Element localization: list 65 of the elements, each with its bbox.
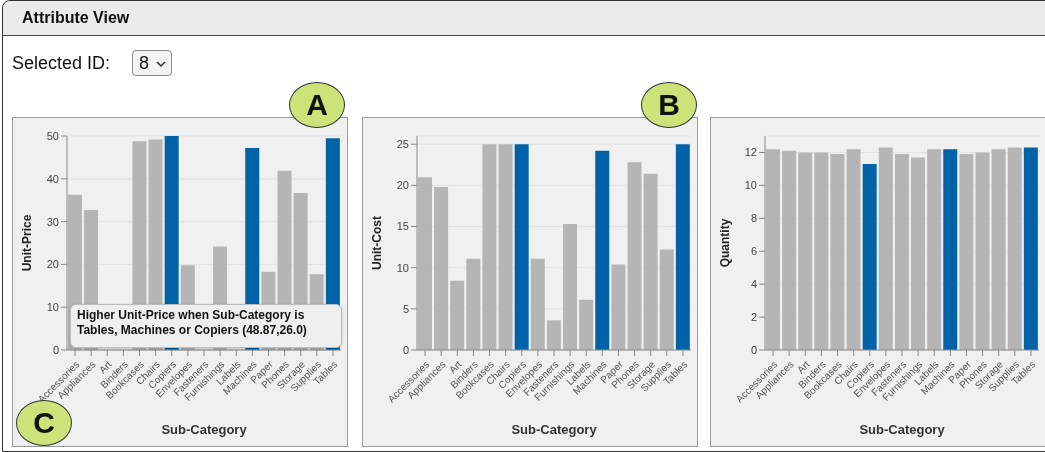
y-tick-label: 10 [396, 261, 409, 274]
bar [627, 162, 642, 350]
bar [563, 224, 578, 350]
bar [894, 154, 909, 350]
y-tick-label: 40 [46, 172, 59, 185]
bar [675, 144, 690, 350]
bar [927, 149, 942, 350]
x-axis-title: Sub-Category [161, 422, 248, 437]
bar [975, 152, 990, 350]
bar [765, 149, 780, 350]
bar [482, 144, 497, 350]
y-tick-label: 0 [750, 343, 757, 356]
x-axis-title: Sub-Category [511, 422, 598, 437]
circle-badge: A [289, 82, 345, 128]
y-axis-title: Quantity [718, 218, 733, 268]
bar [546, 320, 561, 350]
bar [466, 258, 481, 350]
y-tick-label: 0 [52, 343, 59, 356]
y-tick-label: 10 [744, 179, 757, 192]
bar [434, 187, 449, 350]
text: 8 [139, 53, 150, 74]
bar [1023, 147, 1038, 350]
bar [846, 149, 861, 350]
bar [959, 154, 974, 350]
tooltip-box: Higher Unit-Price when Sub-Category is Tables, Machines or Copiers (48.87,26.0) [70, 304, 342, 348]
bar [991, 149, 1006, 350]
y-tick-label: 50 [46, 129, 59, 142]
y-tick-label: 6 [750, 245, 757, 258]
y-tick-label: 5 [402, 302, 409, 315]
bar [862, 163, 877, 350]
y-tick-label: 2 [750, 310, 757, 323]
bar [595, 150, 610, 350]
y-tick-label: 20 [46, 258, 59, 271]
y-tick-label: 20 [396, 179, 409, 192]
bar [943, 149, 958, 350]
y-tick-label: 30 [46, 215, 59, 228]
bar [530, 258, 545, 350]
text: Attribute View [22, 9, 130, 27]
text: Selected ID: [12, 53, 111, 74]
y-tick-label: 4 [750, 278, 757, 291]
y-tick-label: 15 [396, 220, 409, 233]
bar [450, 280, 465, 350]
y-axis-title: Unit-Cost [370, 216, 385, 270]
y-tick-label: 25 [396, 138, 409, 151]
bar [1007, 147, 1022, 350]
y-axis-title: Unit-Price [20, 214, 35, 272]
bar [417, 177, 432, 350]
bar [611, 264, 626, 350]
y-tick-label: 10 [46, 301, 59, 314]
y-tick-label: 8 [750, 212, 757, 225]
bar [798, 152, 813, 350]
bar [814, 152, 829, 350]
bar [498, 144, 513, 350]
bar [830, 154, 845, 350]
bar [878, 147, 893, 350]
bar [659, 249, 674, 350]
bar [514, 144, 529, 350]
bar [579, 299, 594, 350]
y-tick-label: 0 [402, 343, 409, 356]
bar [782, 150, 797, 350]
x-axis-title: Sub-Category [859, 422, 946, 437]
bar [643, 173, 658, 350]
bar [911, 157, 926, 350]
y-tick-label: 12 [744, 146, 757, 159]
circle-badge: B [641, 82, 697, 128]
